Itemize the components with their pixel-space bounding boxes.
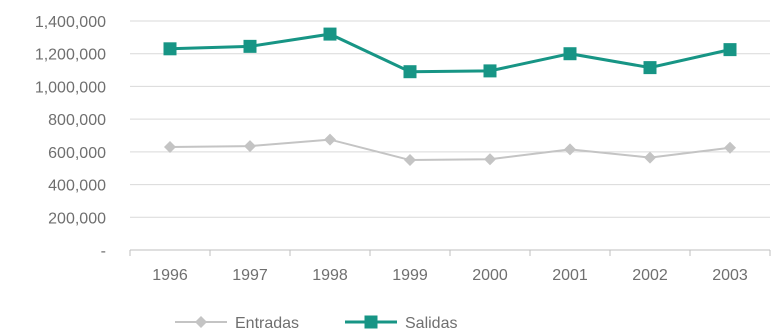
data-point-salidas <box>323 27 337 41</box>
data-point-entradas <box>404 154 416 167</box>
x-tick-label: 2003 <box>712 267 748 284</box>
legend-swatch-marker <box>364 315 378 329</box>
axes <box>129 249 771 256</box>
series <box>163 27 737 167</box>
x-tick-label: 1998 <box>312 267 348 284</box>
data-point-entradas <box>244 140 256 153</box>
x-axis-tick-labels: 1996 1997 1998 1999 2000 2001 2002 2003 <box>152 267 748 284</box>
data-point-entradas <box>164 140 176 153</box>
x-tick-label: 1996 <box>152 267 188 284</box>
data-point-salidas <box>403 65 417 79</box>
y-tick-label: 1,400,000 <box>35 14 106 31</box>
data-point-salidas <box>563 47 577 61</box>
series-salidas <box>163 27 737 79</box>
data-point-salidas <box>163 42 177 56</box>
y-tick-label: - <box>101 243 106 260</box>
y-tick-label: 600,000 <box>48 145 106 162</box>
data-point-salidas <box>483 64 497 78</box>
legend-item-entradas: Entradas <box>175 315 299 332</box>
y-tick-label: 400,000 <box>48 178 106 195</box>
legend-label: Salidas <box>405 315 457 332</box>
data-point-entradas <box>324 133 336 146</box>
series-line-entradas <box>169 138 731 162</box>
data-point-salidas <box>643 61 657 75</box>
series-entradas <box>164 133 736 167</box>
data-point-entradas <box>644 151 656 164</box>
legend-swatch-marker <box>195 316 207 328</box>
data-point-entradas <box>564 143 576 156</box>
legend-item-salidas: Salidas <box>345 315 457 332</box>
y-tick-label: 200,000 <box>48 210 106 227</box>
data-point-salidas <box>723 43 737 57</box>
data-point-entradas <box>484 153 496 166</box>
data-point-entradas <box>724 141 736 154</box>
x-tick-label: 1999 <box>392 267 428 284</box>
y-tick-label: 800,000 <box>48 112 106 129</box>
y-tick-label: 1,200,000 <box>35 47 106 64</box>
x-tick-label: 2002 <box>632 267 668 284</box>
series-line-salidas <box>169 32 731 74</box>
x-tick-label: 2000 <box>472 267 508 284</box>
y-axis-tick-labels: - 200,000 400,000 600,000 800,000 1,000,000 1,… <box>35 14 106 260</box>
data-point-salidas <box>243 39 257 53</box>
legend: Entradas Salidas <box>175 315 457 332</box>
y-tick-label: 1,000,000 <box>35 79 106 96</box>
legend-label: Entradas <box>235 315 299 332</box>
x-tick-label: 1997 <box>232 267 268 284</box>
x-tick-label: 2001 <box>552 267 588 284</box>
gridlines <box>130 20 770 218</box>
